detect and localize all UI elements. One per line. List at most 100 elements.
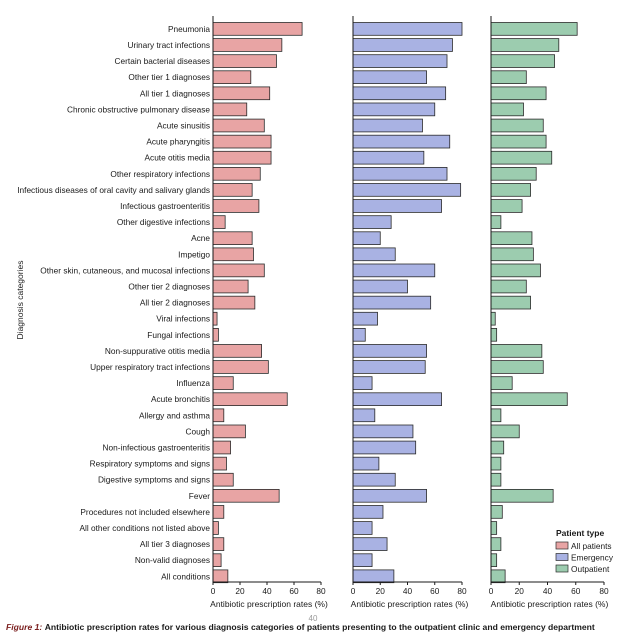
bar-outpatient-respiratory-symptoms-and-signs xyxy=(490,456,502,471)
bar-outpatient-allergy-and-asthma xyxy=(490,408,502,423)
category-label-acne: Acne xyxy=(191,233,210,243)
category-label-other-skin-cutaneous-and-mucosal-infections: Other skin, cutaneous, and mucosal infec… xyxy=(40,265,210,275)
bar-emergency-upper-respiratory-tract-infections xyxy=(352,360,426,374)
bar-all-patients-acute-otitis-media xyxy=(212,150,272,165)
bar-emergency-all-conditions xyxy=(352,569,395,584)
bar-all-patients-fungal-infections xyxy=(212,327,219,342)
category-label-other-digestive-infections: Other digestive infections xyxy=(117,217,210,227)
bar-all-patients-non-suppurative-otitis-media xyxy=(212,344,262,358)
x-tick-label-emergency-80: 80 xyxy=(457,586,467,596)
bar-outpatient-infectious-diseases-of-oral-cavity-and-salivary-glands xyxy=(490,183,531,197)
category-label-procedures-not-included-elsewhere: Procedures not included elsewhere xyxy=(80,507,210,517)
page-number: 40 xyxy=(309,614,318,623)
bar-all-patients-digestive-symptoms-and-signs xyxy=(212,472,234,487)
category-label-all-other-conditions-not-listed-above: All other conditions not listed above xyxy=(79,523,210,533)
x-tick-label-outpatient-40: 40 xyxy=(543,586,553,596)
bar-outpatient-acne xyxy=(490,231,533,246)
bar-emergency-urinary-tract-infections xyxy=(352,38,453,52)
bar-outpatient-non-infectious-gastroenteritis xyxy=(490,440,505,455)
category-label-all-tier-1-diagnoses: All tier 1 diagnoses xyxy=(140,88,210,98)
bar-all-patients-other-tier-1-diagnoses xyxy=(212,70,252,85)
bar-emergency-all-tier-3-diagnoses xyxy=(352,537,388,551)
x-tick-label-all-patients-0: 0 xyxy=(211,586,216,596)
bar-all-patients-influenza xyxy=(212,376,234,390)
bar-outpatient-acute-otitis-media xyxy=(490,150,553,165)
bar-all-patients-cough xyxy=(212,424,246,439)
bar-all-patients-all-tier-2-diagnoses xyxy=(212,295,256,310)
bar-emergency-other-respiratory-infections xyxy=(352,166,448,181)
bar-all-patients-fever xyxy=(212,488,280,503)
bar-outpatient-other-digestive-infections xyxy=(490,215,502,229)
bar-emergency-acute-pharyngitis xyxy=(352,134,451,149)
category-label-acute-pharyngitis: Acute pharyngitis xyxy=(146,137,210,147)
bar-all-patients-acute-pharyngitis xyxy=(212,134,272,149)
bar-all-patients-non-infectious-gastroenteritis xyxy=(212,440,231,455)
bar-outpatient-pneumonia xyxy=(490,22,578,36)
bar-outpatient-procedures-not-included-elsewhere xyxy=(490,505,503,519)
figure-caption: Figure 1: Antibiotic prescription rates … xyxy=(6,622,628,633)
bar-outpatient-non-suppurative-otitis-media xyxy=(490,344,543,358)
bar-emergency-allergy-and-asthma xyxy=(352,408,376,423)
bar-emergency-other-skin-cutaneous-and-mucosal-infections xyxy=(352,263,436,278)
bar-outpatient-all-tier-3-diagnoses xyxy=(490,537,502,551)
bar-all-patients-upper-respiratory-tract-infections xyxy=(212,360,269,374)
x-tick-label-emergency-20: 20 xyxy=(376,586,386,596)
bar-emergency-viral-infections xyxy=(352,311,378,326)
bar-emergency-all-other-conditions-not-listed-above xyxy=(352,521,373,535)
bar-all-patients-all-tier-3-diagnoses xyxy=(212,537,225,551)
bar-all-patients-infectious-diseases-of-oral-cavity-and-salivary-glands xyxy=(212,183,253,197)
category-label-infectious-diseases-of-oral-cavity-and-salivary-glands: Infectious diseases of oral cavity and s… xyxy=(17,185,210,195)
bar-emergency-all-tier-1-diagnoses xyxy=(352,86,447,101)
bar-all-patients-acute-sinusitis xyxy=(212,118,265,133)
bar-all-patients-non-valid-diagnoses xyxy=(212,553,222,567)
category-label-influenza: Influenza xyxy=(176,378,210,388)
bar-outpatient-other-respiratory-infections xyxy=(490,166,537,181)
bar-all-patients-all-tier-1-diagnoses xyxy=(212,86,271,101)
category-label-respiratory-symptoms-and-signs: Respiratory symptoms and signs xyxy=(90,459,210,469)
bar-emergency-digestive-symptoms-and-signs xyxy=(352,472,396,487)
bar-emergency-certain-bacterial-diseases xyxy=(352,54,448,68)
bar-outpatient-non-valid-diagnoses xyxy=(490,553,498,567)
category-label-cough: Cough xyxy=(186,426,211,436)
category-label-fever: Fever xyxy=(189,491,210,501)
x-tick-label-emergency-40: 40 xyxy=(403,586,413,596)
bar-outpatient-chronic-obstructive-pulmonary-disease xyxy=(490,102,524,117)
category-label-acute-sinusitis: Acute sinusitis xyxy=(157,121,210,131)
category-label-viral-infections: Viral infections xyxy=(156,314,210,324)
legend-swatch-all-patients xyxy=(555,541,569,550)
bar-all-patients-allergy-and-asthma xyxy=(212,408,225,423)
bar-outpatient-digestive-symptoms-and-signs xyxy=(490,472,502,487)
category-label-certain-bacterial-diseases: Certain bacterial diseases xyxy=(115,56,210,66)
legend-label-all-patients: All patients xyxy=(571,541,612,551)
category-label-other-tier-1-diagnoses: Other tier 1 diagnoses xyxy=(128,72,210,82)
bar-all-patients-viral-infections xyxy=(212,311,218,326)
bar-all-patients-procedures-not-included-elsewhere xyxy=(212,505,225,519)
bar-all-patients-respiratory-symptoms-and-signs xyxy=(212,456,227,471)
y-axis-title: Diagnosis categories xyxy=(15,261,25,340)
x-tick-label-outpatient-20: 20 xyxy=(515,586,525,596)
category-label-non-suppurative-otitis-media: Non-suppurative otitis media xyxy=(105,346,211,356)
bar-all-patients-infectious-gastroenteritis xyxy=(212,199,260,213)
x-tick-label-all-patients-40: 40 xyxy=(262,586,272,596)
bar-emergency-all-tier-2-diagnoses xyxy=(352,295,432,310)
bar-all-patients-impetigo xyxy=(212,247,254,262)
bar-outpatient-other-skin-cutaneous-and-mucosal-infections xyxy=(490,263,541,278)
caption-figure-number: Figure 1: xyxy=(6,622,43,632)
caption-text: Antibiotic prescription rates for variou… xyxy=(44,622,595,632)
x-axis-title-all-patients: Antibiotic prescription rates (%) xyxy=(210,599,328,609)
bar-all-patients-other-digestive-infections xyxy=(212,215,226,229)
category-label-infectious-gastroenteritis: Infectious gastroenteritis xyxy=(120,201,210,211)
x-tick-label-emergency-60: 60 xyxy=(430,586,440,596)
bar-emergency-acne xyxy=(352,231,381,246)
bar-outpatient-cough xyxy=(490,424,520,439)
bar-outpatient-upper-respiratory-tract-infections xyxy=(490,360,544,374)
bar-outpatient-all-tier-2-diagnoses xyxy=(490,295,531,310)
bar-all-patients-acne xyxy=(212,231,253,246)
category-label-upper-respiratory-tract-infections: Upper respiratory tract infections xyxy=(90,362,210,372)
bar-outpatient-all-other-conditions-not-listed-above xyxy=(490,521,498,535)
bar-emergency-procedures-not-included-elsewhere xyxy=(352,505,384,519)
bar-emergency-infectious-gastroenteritis xyxy=(352,199,442,213)
x-axis-title-outpatient: Antibiotic prescription rates (%) xyxy=(491,599,609,609)
